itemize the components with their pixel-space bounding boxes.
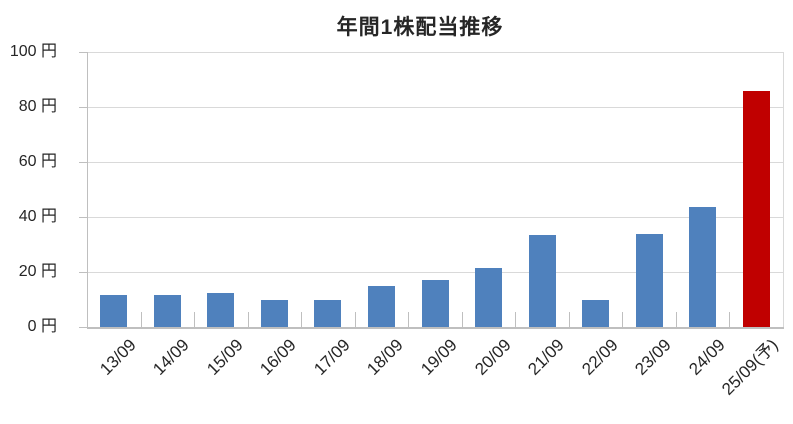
- y-axis-label: 0 円: [27, 318, 57, 335]
- gridline-80: [87, 107, 783, 108]
- bar-24/09: [689, 207, 717, 327]
- y-axis-tick: [79, 272, 87, 273]
- bar-13/09: [100, 295, 128, 327]
- y-axis-tick: [79, 327, 87, 328]
- x-axis-tick: [568, 312, 570, 327]
- y-axis-label: 60 円: [18, 153, 57, 170]
- chart-title: 年間1株配当推移: [336, 16, 504, 39]
- x-axis-tick: [301, 312, 303, 327]
- plot-right-border: [783, 52, 784, 327]
- bar-25/09(予): [742, 90, 770, 327]
- gridline-100: [87, 52, 783, 53]
- bar-14/09: [153, 295, 181, 327]
- bar-19/09: [421, 280, 449, 327]
- y-axis-tick: [79, 107, 87, 108]
- gridline-20: [87, 272, 783, 273]
- y-axis-tick: [79, 52, 87, 53]
- bar-15/09: [207, 292, 235, 327]
- x-axis-tick: [140, 312, 142, 327]
- x-axis-tick: [354, 312, 356, 327]
- x-axis-tick: [461, 312, 463, 327]
- bar-22/09: [582, 299, 610, 327]
- bar-20/09: [475, 267, 503, 327]
- x-axis-tick: [194, 312, 196, 327]
- bar-18/09: [367, 285, 395, 327]
- gridline-60: [87, 162, 783, 163]
- x-axis-tick: [675, 312, 677, 327]
- x-axis-tick: [515, 312, 517, 327]
- x-axis-tick: [622, 312, 624, 327]
- x-axis-tick: [729, 312, 731, 327]
- bar-16/09: [260, 299, 288, 327]
- y-axis-tick: [79, 217, 87, 218]
- y-axis-line: [87, 52, 88, 329]
- y-axis-tick: [79, 162, 87, 163]
- x-axis-line: [87, 327, 784, 329]
- y-axis-label: 40 円: [18, 208, 57, 225]
- x-axis-tick: [408, 312, 410, 327]
- y-axis-label: 100 円: [9, 43, 57, 60]
- bar-17/09: [314, 299, 342, 327]
- y-axis-label: 20 円: [18, 263, 57, 280]
- x-axis-tick: [247, 312, 249, 327]
- gridline-40: [87, 217, 783, 218]
- y-axis-label: 80 円: [18, 98, 57, 115]
- bar-23/09: [635, 233, 663, 327]
- bar-21/09: [528, 234, 556, 327]
